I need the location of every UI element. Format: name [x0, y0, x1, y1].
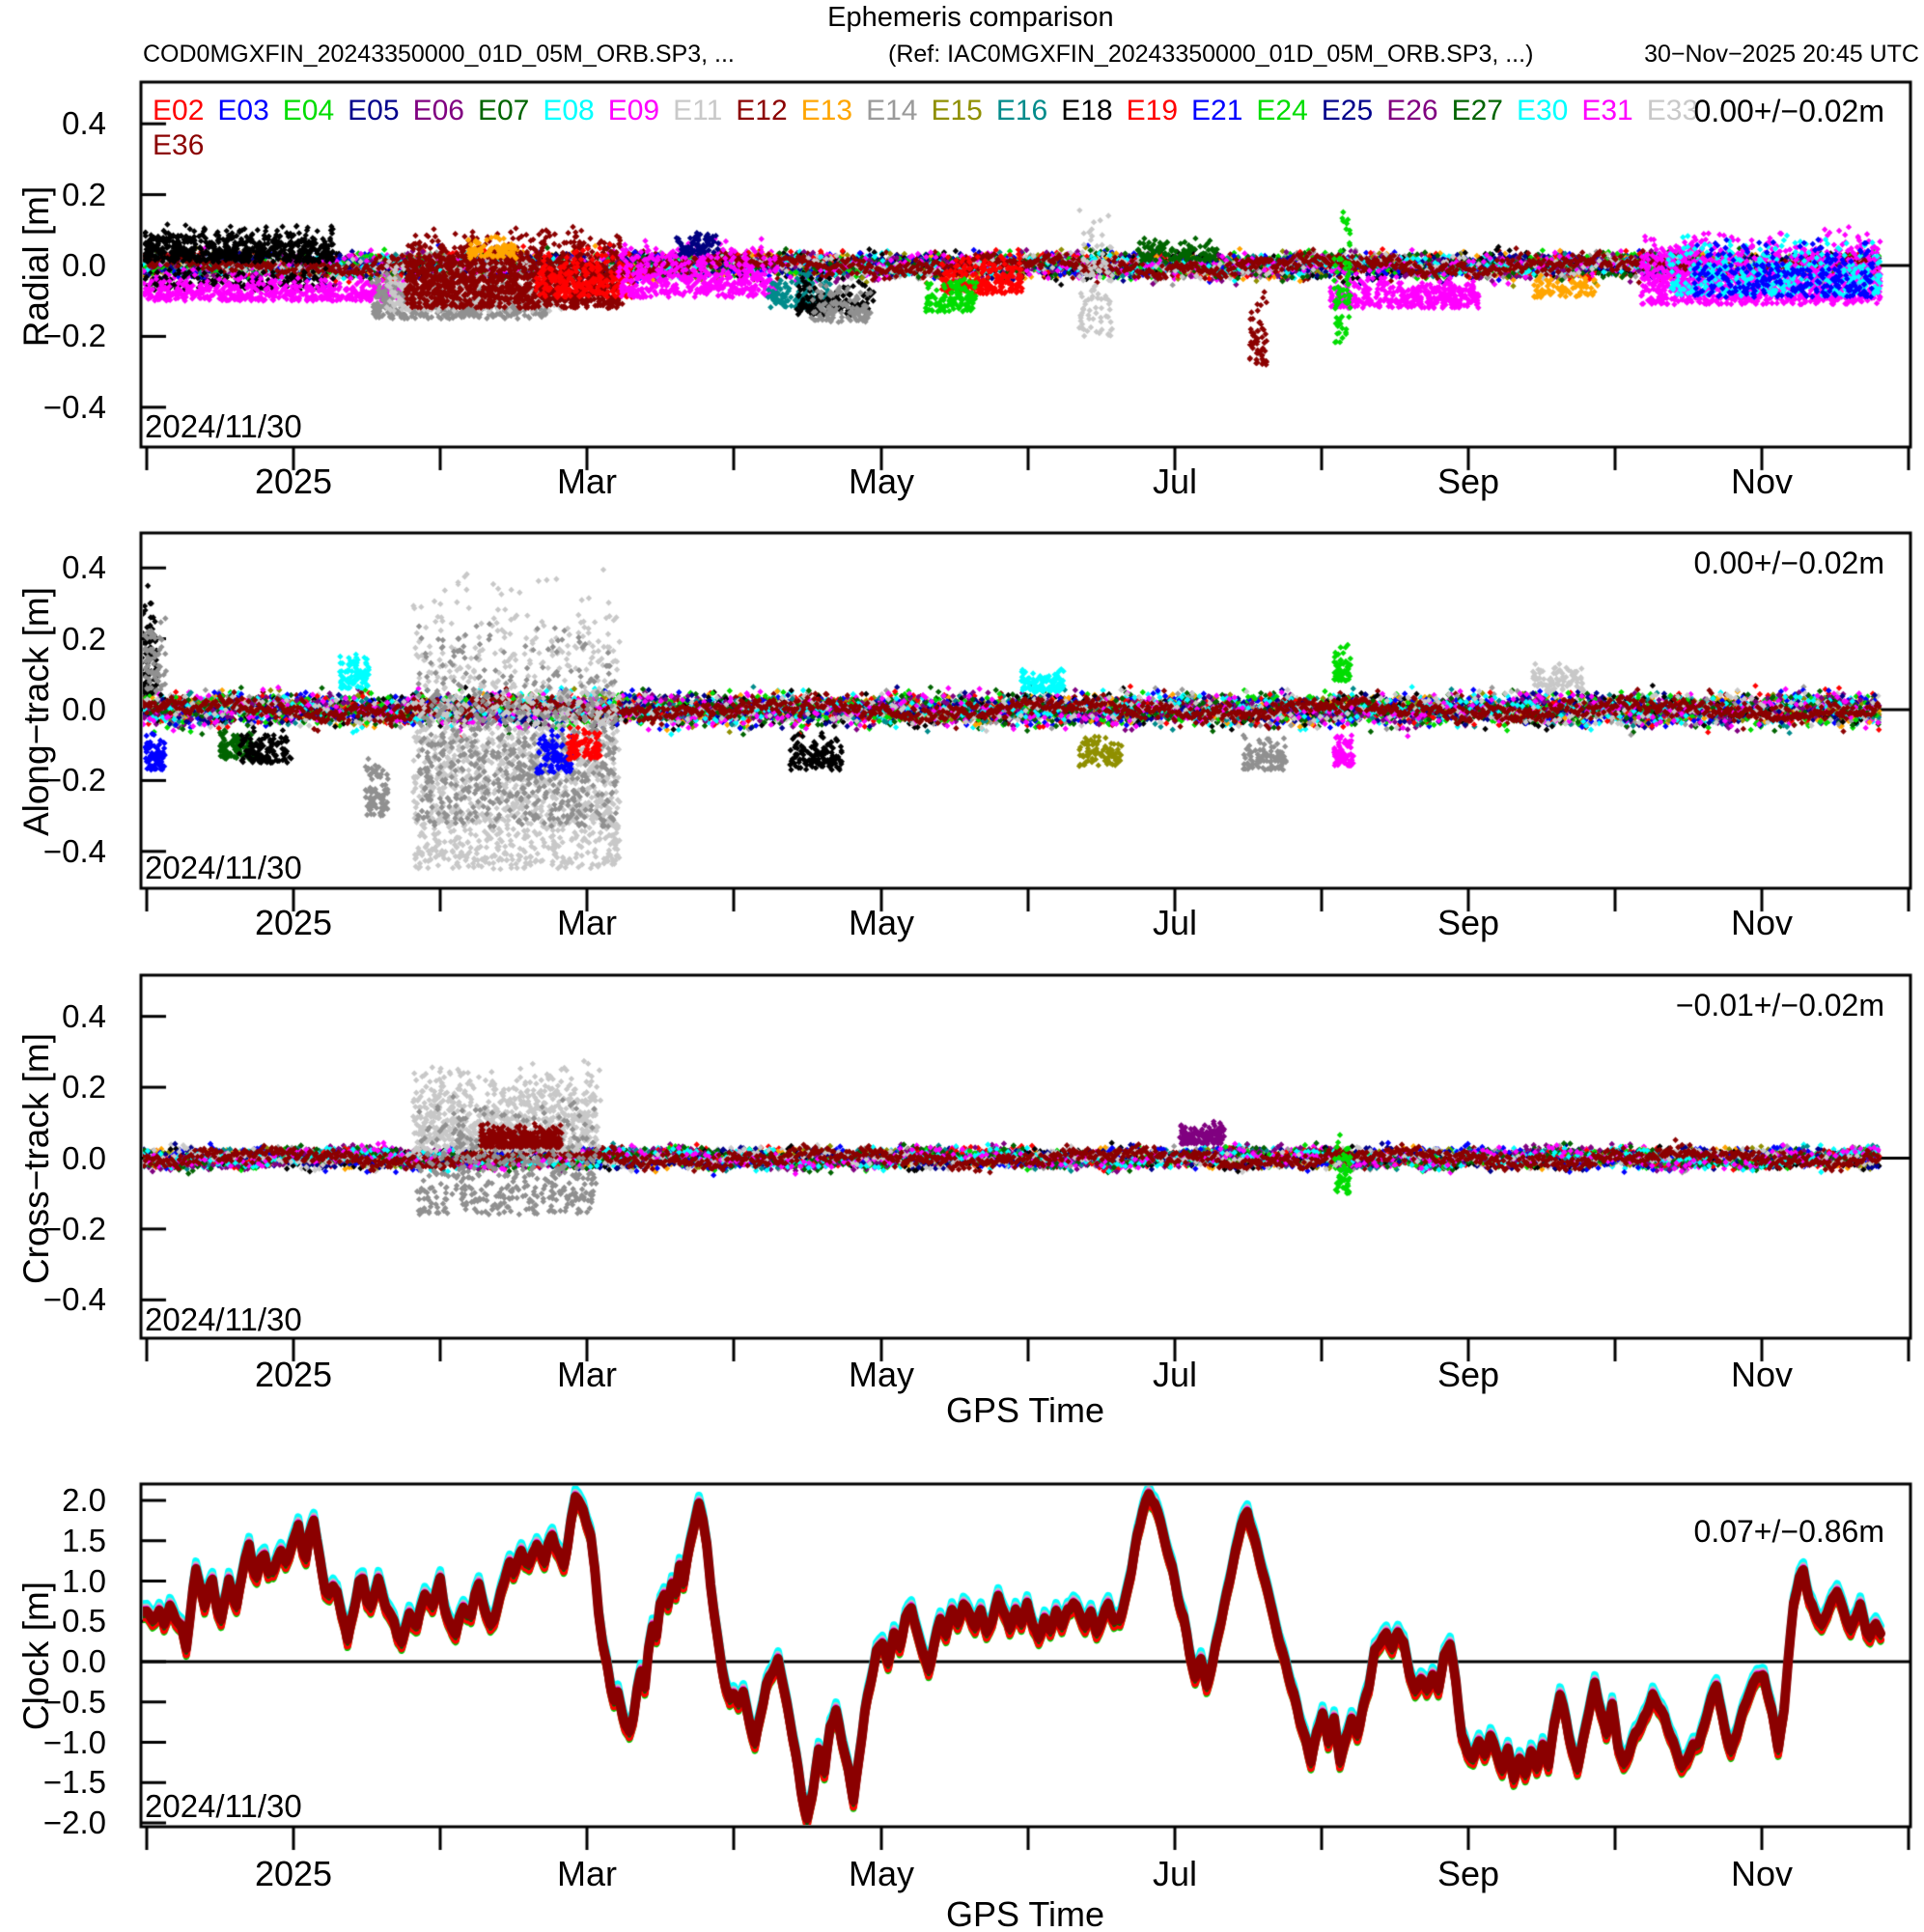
- legend-item-E15: E15: [931, 95, 983, 126]
- legend-item-E04: E04: [282, 95, 335, 126]
- start-date-along-track: 2024/11/30: [145, 850, 302, 885]
- xtick-along-track-Jul: Jul: [1152, 903, 1198, 942]
- xtick-clock-May: May: [848, 1854, 915, 1893]
- legend-item-E33: E33: [1646, 95, 1699, 126]
- satellite-legend-row-1: E02 E03 E04 E05 E06 E07 E08 E09 E11 E12 E13 E14 E15 E…: [153, 95, 1712, 127]
- ytick-along-track-0.0: 0.0: [62, 691, 106, 727]
- satellite-legend-row-2: E36: [153, 129, 217, 162]
- subtitle-compared-file: COD0MGXFIN_20243350000_01D_05M_ORB.SP3, …: [143, 41, 735, 68]
- xtick-cross-track-May: May: [848, 1355, 915, 1394]
- ytick-clock-0.5: 0.5: [62, 1603, 106, 1639]
- ytick-cross-track-−0.2: −0.2: [42, 1210, 106, 1246]
- legend-item-E02: E02: [153, 95, 205, 126]
- page-title: Ephemeris comparison: [827, 2, 1114, 33]
- legend-item-E13: E13: [800, 95, 853, 126]
- xtick-clock-2025: 2025: [254, 1854, 333, 1893]
- legend-item-E36: E36: [153, 129, 205, 161]
- ytick-radial-−0.4: −0.4: [42, 388, 106, 425]
- legend-item-E30: E30: [1516, 95, 1569, 126]
- xtick-along-track-Sep: Sep: [1436, 903, 1500, 942]
- xtick-cross-track-Mar: Mar: [557, 1355, 617, 1394]
- legend-item-E16: E16: [995, 95, 1048, 126]
- ytick-along-track-0.2: 0.2: [62, 620, 106, 657]
- ytick-along-track-0.4: 0.4: [62, 549, 106, 586]
- legend-item-E24: E24: [1256, 95, 1308, 126]
- xtick-radial-Jul: Jul: [1152, 462, 1198, 501]
- legend-item-E12: E12: [736, 95, 788, 126]
- ytick-cross-track-0.0: 0.0: [62, 1139, 106, 1176]
- xtick-cross-track-2025: 2025: [254, 1355, 333, 1394]
- stats-cross-track: −0.01+/−0.02m: [1675, 988, 1884, 1022]
- xlabel-gps-time-upper: GPS Time: [945, 1390, 1105, 1430]
- ytick-radial-−0.2: −0.2: [42, 318, 106, 354]
- legend-item-E19: E19: [1126, 95, 1179, 126]
- ytick-radial-0.0: 0.0: [62, 247, 106, 283]
- legend-item-E27: E27: [1451, 95, 1503, 126]
- ytick-clock-−1.0: −1.0: [42, 1723, 106, 1760]
- ytick-clock-2.0: 2.0: [62, 1482, 106, 1518]
- xlabel-gps-time-lower: GPS Time: [945, 1894, 1105, 1932]
- legend-item-E21: E21: [1191, 95, 1243, 126]
- legend-item-E25: E25: [1321, 95, 1374, 126]
- xtick-radial-Mar: Mar: [557, 462, 617, 501]
- ytick-cross-track-0.4: 0.4: [62, 997, 106, 1034]
- xtick-clock-Jul: Jul: [1152, 1854, 1198, 1893]
- legend-item-E05: E05: [348, 95, 400, 126]
- xtick-clock-Sep: Sep: [1436, 1854, 1500, 1893]
- start-date-clock: 2024/11/30: [145, 1788, 302, 1824]
- ytick-along-track-−0.4: −0.4: [42, 832, 106, 869]
- legend-item-E26: E26: [1386, 95, 1438, 126]
- xtick-along-track-May: May: [848, 903, 915, 942]
- xtick-cross-track-Sep: Sep: [1436, 1355, 1500, 1394]
- stats-along-track: 0.00+/−0.02m: [1693, 546, 1884, 580]
- ytick-clock-1.5: 1.5: [62, 1522, 106, 1558]
- legend-item-E06: E06: [412, 95, 464, 126]
- xtick-clock-Nov: Nov: [1730, 1854, 1794, 1893]
- xtick-radial-2025: 2025: [254, 462, 333, 501]
- xtick-cross-track-Nov: Nov: [1730, 1355, 1794, 1394]
- xtick-radial-Nov: Nov: [1730, 462, 1794, 501]
- ytick-radial-0.4: 0.4: [62, 105, 106, 142]
- ytick-radial-0.2: 0.2: [62, 176, 106, 212]
- xtick-radial-May: May: [848, 462, 915, 501]
- xtick-along-track-Mar: Mar: [557, 903, 617, 942]
- generation-timestamp: 30−Nov−2025 20:45 UTC: [1644, 41, 1919, 68]
- subtitle-reference-file: (Ref: IAC0MGXFIN_20243350000_01D_05M_ORB…: [888, 41, 1534, 68]
- legend-item-E31: E31: [1581, 95, 1633, 126]
- xtick-along-track-2025: 2025: [254, 903, 333, 942]
- xtick-cross-track-Jul: Jul: [1152, 1355, 1198, 1394]
- legend-item-E14: E14: [866, 95, 918, 126]
- start-date-cross-track: 2024/11/30: [145, 1302, 302, 1337]
- ytick-along-track-−0.2: −0.2: [42, 762, 106, 798]
- ytick-clock-−1.5: −1.5: [42, 1764, 106, 1801]
- ytick-clock-1.0: 1.0: [62, 1562, 106, 1599]
- legend-item-E07: E07: [477, 95, 530, 126]
- xtick-radial-Sep: Sep: [1436, 462, 1500, 501]
- start-date-radial: 2024/11/30: [145, 408, 302, 444]
- legend-item-E08: E08: [543, 95, 595, 126]
- legend-item-E03: E03: [217, 95, 269, 126]
- ytick-clock-−2.0: −2.0: [42, 1805, 106, 1840]
- legend-item-E11: E11: [673, 95, 723, 126]
- ytick-cross-track-−0.4: −0.4: [42, 1281, 106, 1318]
- stats-radial: 0.00+/−0.02m: [1693, 94, 1884, 128]
- stats-clock: 0.07+/−0.86m: [1693, 1514, 1884, 1549]
- xtick-clock-Mar: Mar: [557, 1854, 617, 1893]
- xtick-along-track-Nov: Nov: [1730, 903, 1794, 942]
- ytick-clock-−0.5: −0.5: [42, 1683, 106, 1720]
- legend-item-E18: E18: [1061, 95, 1113, 126]
- ytick-cross-track-0.2: 0.2: [62, 1069, 106, 1106]
- ytick-clock-0.0: 0.0: [62, 1643, 106, 1679]
- legend-item-E09: E09: [607, 95, 660, 126]
